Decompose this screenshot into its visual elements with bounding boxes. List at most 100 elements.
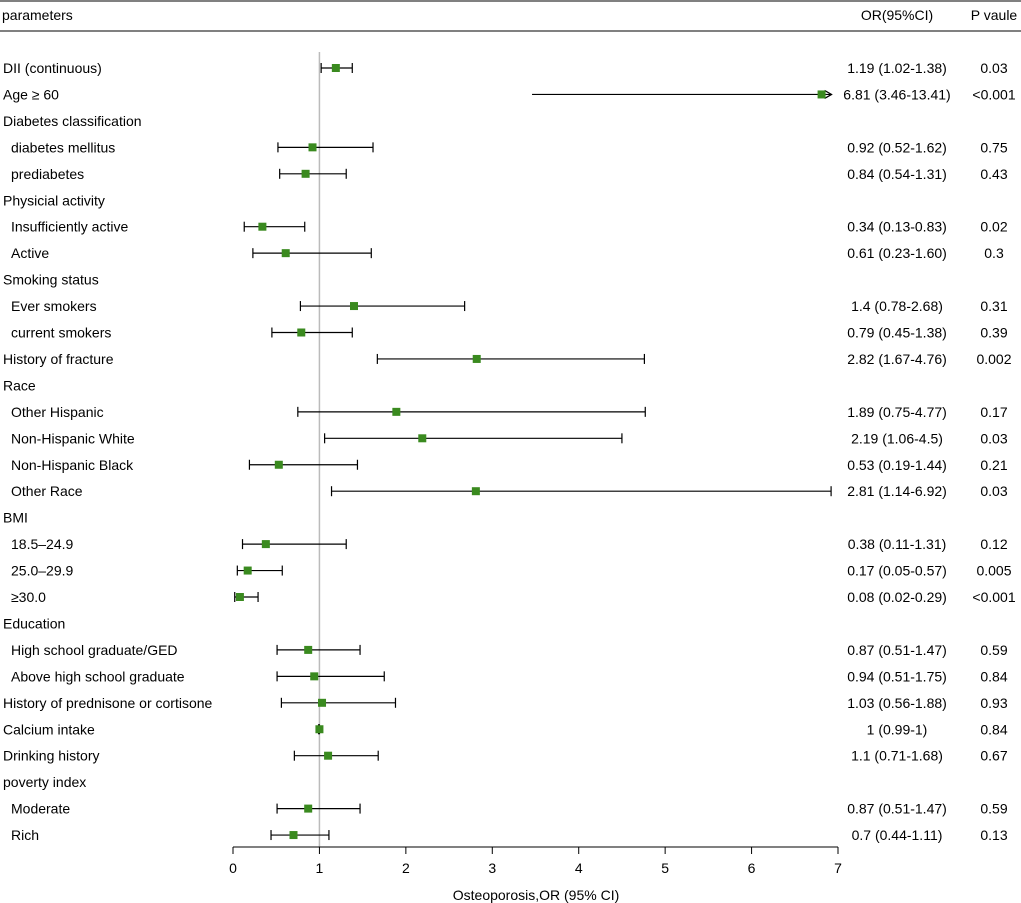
x-axis-label: Osteoporosis,OR (95% CI): [453, 887, 620, 903]
or-ci-value: 1.1 (0.71-1.68): [851, 748, 943, 764]
or-ci-value: 0.87 (0.51-1.47): [847, 642, 947, 658]
row-label: Ever smokers: [11, 298, 97, 314]
row-label: Rich: [11, 827, 39, 843]
row-label: Non-Hispanic White: [11, 430, 135, 446]
p-value: 0.21: [980, 457, 1007, 473]
or-ci-value: 0.08 (0.02-0.29): [847, 589, 947, 605]
x-axis: 0 1 2 3 4 5 6 7: [229, 846, 842, 876]
or-marker: [281, 249, 290, 258]
x-tick-label: 3: [488, 860, 496, 876]
or-ci-value: 0.92 (0.52-1.62): [847, 139, 947, 155]
row-label: Education: [3, 615, 65, 631]
or-marker: [289, 831, 298, 840]
or-marker: [392, 407, 401, 416]
or-marker: [301, 169, 310, 178]
row-label: 25.0–29.9: [11, 563, 73, 579]
row-label: poverty index: [3, 774, 86, 790]
or-ci-value: 1 (0.99-1): [867, 721, 928, 737]
p-value: 0.93: [980, 695, 1007, 711]
or-marker: [472, 354, 481, 363]
or-marker: [304, 645, 313, 654]
p-value: 0.84: [980, 668, 1007, 684]
p-value: 0.75: [980, 139, 1007, 155]
x-tick-label: 4: [575, 860, 583, 876]
or-ci-value: 2.82 (1.67-4.76): [847, 351, 947, 367]
x-tick-label: 2: [402, 860, 410, 876]
p-value: 0.03: [980, 483, 1007, 499]
or-ci-value: 6.81 (3.46-13.41): [843, 86, 950, 102]
or-marker: [274, 460, 283, 469]
or-ci-value: 0.7 (0.44-1.11): [852, 827, 943, 843]
x-tick-label: 1: [316, 860, 324, 876]
or-marker: [310, 672, 319, 681]
x-tick-label: 7: [834, 860, 842, 876]
p-value: 0.59: [980, 801, 1007, 817]
or-marker: [318, 698, 327, 707]
p-value: 0.03: [980, 60, 1007, 76]
p-value: 0.03: [980, 430, 1007, 446]
p-value: 0.13: [980, 827, 1007, 843]
row-label: Moderate: [11, 801, 70, 817]
row-label: diabetes mellitus: [11, 139, 115, 155]
row-label: BMI: [3, 510, 28, 526]
or-marker: [817, 90, 826, 99]
or-ci-value: 0.87 (0.51-1.47): [847, 801, 947, 817]
row-label: High school graduate/GED: [11, 642, 178, 658]
or-ci-value: 0.61 (0.23-1.60): [847, 245, 947, 261]
row-label: Above high school graduate: [11, 668, 185, 684]
or-marker: [418, 434, 427, 443]
p-value: 0.005: [976, 563, 1011, 579]
or-ci-value: 1.03 (0.56-1.88): [847, 695, 947, 711]
ci-arrow: [824, 89, 833, 99]
or-ci-value: 0.53 (0.19-1.44): [847, 457, 947, 473]
x-tick-label: 0: [229, 860, 237, 876]
or-ci-value: 0.34 (0.13-0.83): [847, 219, 947, 235]
row-label: ≥30.0: [11, 589, 46, 605]
p-value: 0.12: [980, 536, 1007, 552]
header-or: OR(95%CI): [861, 7, 933, 23]
or-ci-value: 0.94 (0.51-1.75): [847, 668, 947, 684]
p-value: <0.001: [972, 589, 1015, 605]
row-label: DII (continuous): [3, 60, 102, 76]
p-value: <0.001: [972, 86, 1015, 102]
or-ci-value: 0.38 (0.11-1.31): [848, 536, 947, 552]
or-ci-value: 2.19 (1.06-4.5): [851, 430, 943, 446]
row-label: Race: [3, 377, 36, 393]
row-label: Physicial activity: [3, 192, 105, 208]
or-ci-value: 0.79 (0.45-1.38): [847, 325, 947, 341]
or-marker: [304, 804, 313, 813]
or-ci-value: 1.4 (0.78-2.68): [851, 298, 943, 314]
row-label: Insufficiently active: [11, 219, 128, 235]
row-label: Diabetes classification: [3, 113, 142, 129]
row-label: History of prednisone or cortisone: [3, 695, 213, 711]
p-value: 0.39: [980, 325, 1007, 341]
or-ci-value: 1.89 (0.75-4.77): [847, 404, 947, 420]
or-marker: [331, 64, 340, 72]
or-marker: [308, 143, 317, 152]
or-marker: [315, 725, 324, 734]
p-value: 0.3: [984, 245, 1004, 261]
header-p-value: P vaule: [971, 7, 1018, 23]
p-value: 0.02: [980, 219, 1007, 235]
row-label: 18.5–24.9: [11, 536, 73, 552]
or-ci-value: 0.84 (0.54-1.31): [847, 166, 947, 182]
row-label: prediabetes: [11, 166, 84, 182]
row-label: Other Race: [11, 483, 83, 499]
row-label: Age ≥ 60: [3, 86, 59, 102]
row-label: Drinking history: [3, 748, 99, 764]
row-label: Smoking status: [3, 272, 99, 288]
row-label: current smokers: [11, 325, 111, 341]
p-value: 0.43: [980, 166, 1007, 182]
p-value: 0.002: [976, 351, 1011, 367]
or-marker: [297, 328, 306, 337]
x-tick-label: 6: [748, 860, 756, 876]
x-tick-label: 5: [661, 860, 669, 876]
or-marker: [258, 222, 267, 231]
p-value: 0.84: [980, 721, 1007, 737]
row-label: Other Hispanic: [11, 404, 104, 420]
p-value: 0.31: [980, 298, 1007, 314]
p-value: 0.59: [980, 642, 1007, 658]
row-label: History of fracture: [3, 351, 114, 367]
or-marker: [261, 540, 270, 549]
